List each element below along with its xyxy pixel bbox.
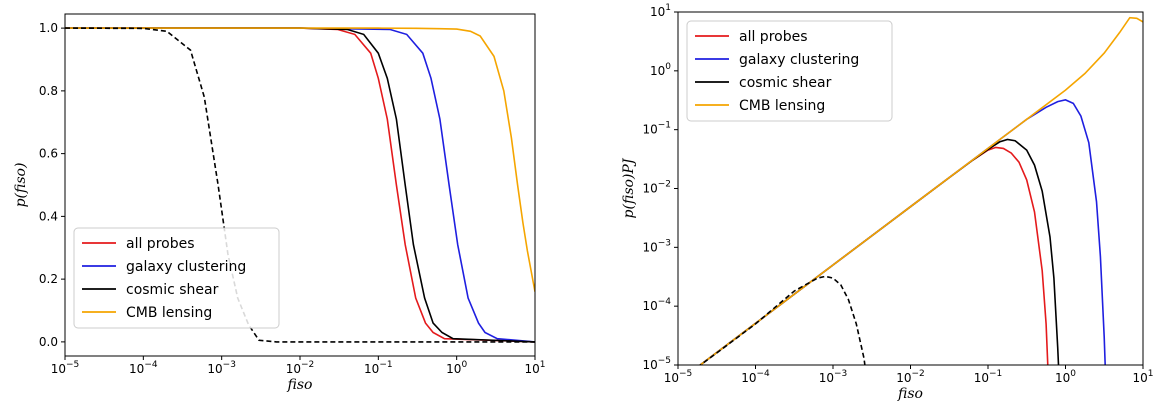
y-axis-label: p(fiso)PJ <box>621 157 637 218</box>
x-tick-label: 10−1 <box>974 369 1003 385</box>
y-tick-label: 10−2 <box>642 180 671 196</box>
x-axis-label: fiso <box>287 377 313 393</box>
y-tick-label: 100 <box>650 62 671 78</box>
x-tick-label: 10−5 <box>664 369 693 385</box>
line <box>698 16 1143 365</box>
legend-label: galaxy clustering <box>739 52 859 68</box>
y-tick-label: 0.6 <box>39 147 58 161</box>
legend-label: cosmic shear <box>126 282 219 298</box>
x-tick-label: 100 <box>446 360 467 376</box>
x-tick-label: 10−3 <box>819 369 848 385</box>
y-tick-label: 0.4 <box>39 209 58 223</box>
legend-label: cosmic shear <box>739 75 832 91</box>
y-tick-label: 0.0 <box>39 335 58 349</box>
line <box>698 146 1049 365</box>
legend-box <box>73 227 280 329</box>
x-tick-label: 10−4 <box>741 369 770 385</box>
line <box>65 27 535 343</box>
x-tick-label: 101 <box>524 360 545 376</box>
line <box>65 27 535 292</box>
y-axis-label: p(fiso) <box>13 163 29 208</box>
legend-label: CMB lensing <box>739 98 825 114</box>
y-tick-label: 0.8 <box>39 84 58 98</box>
line <box>698 138 1060 365</box>
x-tick-label: 10−2 <box>896 369 925 385</box>
plot-area <box>65 27 535 343</box>
line <box>699 275 866 365</box>
line <box>65 27 535 343</box>
line <box>65 27 535 343</box>
x-tick-label: 10−5 <box>51 360 80 376</box>
x-tick-label: 101 <box>1132 369 1153 385</box>
axes-frame <box>64 13 536 357</box>
x-tick-label: 10−3 <box>207 360 236 376</box>
line <box>698 99 1106 365</box>
x-tick-label: 10−1 <box>364 360 393 376</box>
x-tick-label: 10−4 <box>129 360 158 376</box>
legend-label: galaxy clustering <box>126 259 246 275</box>
y-tick-label: 10−1 <box>642 121 671 137</box>
legend-label: CMB lensing <box>126 305 212 321</box>
legend-box <box>686 20 893 122</box>
plot-area <box>698 16 1143 365</box>
y-tick-label: 0.2 <box>39 272 58 286</box>
y-tick-label: 10−3 <box>642 238 671 254</box>
axes-frame <box>677 11 1144 366</box>
x-tick-label: 100 <box>1055 369 1076 385</box>
legend-label: all probes <box>126 236 195 252</box>
line <box>65 27 535 343</box>
x-axis-label: fiso <box>897 386 923 401</box>
y-tick-label: 10−5 <box>642 356 671 372</box>
y-tick-label: 10−4 <box>642 297 671 313</box>
x-tick-label: 10−2 <box>286 360 315 376</box>
y-tick-label: 101 <box>650 3 671 19</box>
y-tick-label: 1.0 <box>39 21 58 35</box>
legend-label: all probes <box>739 29 808 45</box>
